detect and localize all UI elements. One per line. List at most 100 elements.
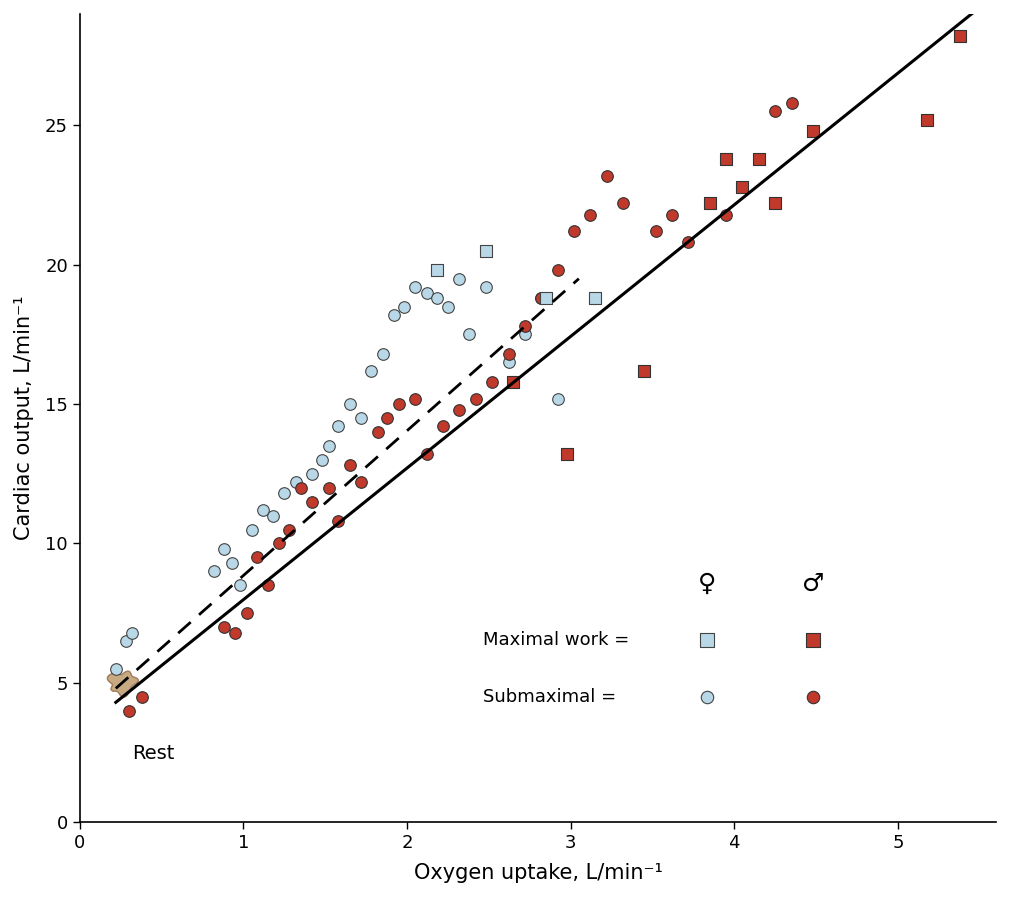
Text: Submaximal =: Submaximal =: [483, 688, 616, 706]
Point: [768, 104, 784, 118]
Point: [451, 272, 468, 286]
Point: [255, 503, 271, 518]
Point: [108, 662, 124, 676]
Point: [734, 179, 750, 194]
Point: [478, 280, 494, 294]
Point: [549, 263, 566, 277]
Point: [428, 263, 444, 277]
Point: [647, 224, 664, 239]
Point: [216, 620, 232, 634]
Point: [227, 625, 243, 640]
Point: [341, 458, 358, 473]
Point: [341, 397, 358, 412]
Point: [734, 179, 750, 194]
Text: ♂: ♂: [802, 571, 824, 596]
Point: [500, 355, 516, 370]
Point: [243, 522, 260, 536]
Polygon shape: [107, 671, 138, 697]
Point: [538, 291, 554, 305]
Point: [636, 363, 652, 378]
Text: Maximal work =: Maximal work =: [483, 631, 629, 649]
Point: [248, 550, 265, 564]
Point: [517, 327, 533, 342]
Point: [375, 347, 391, 361]
Point: [304, 494, 320, 509]
Point: [784, 96, 800, 110]
Point: [919, 113, 935, 127]
Point: [805, 124, 821, 138]
Text: Rest: Rest: [132, 745, 175, 763]
Point: [272, 536, 288, 551]
Point: [407, 391, 423, 405]
Point: [391, 397, 407, 412]
Point: [216, 542, 232, 556]
Point: [330, 514, 346, 528]
Point: [750, 152, 767, 166]
Point: [304, 466, 320, 481]
Point: [238, 606, 255, 621]
Point: [615, 196, 631, 211]
Text: ♀: ♀: [698, 571, 717, 596]
Point: [203, 811, 219, 825]
Point: [484, 375, 500, 389]
Point: [363, 363, 379, 378]
Point: [320, 481, 336, 495]
Point: [293, 481, 309, 495]
Point: [330, 419, 346, 433]
Point: [549, 391, 566, 405]
Point: [396, 300, 412, 314]
Point: [314, 453, 330, 467]
Point: [203, 809, 219, 823]
Point: [418, 447, 434, 461]
Point: [418, 285, 434, 300]
Point: [224, 556, 240, 570]
Point: [407, 280, 423, 294]
Point: [121, 703, 137, 718]
Point: [370, 425, 386, 440]
Y-axis label: Cardiac output, L/min⁻¹: Cardiac output, L/min⁻¹: [14, 296, 34, 540]
Point: [428, 291, 444, 305]
Point: [500, 347, 516, 361]
Point: [288, 475, 304, 490]
Point: [435, 419, 451, 433]
Point: [260, 578, 276, 592]
Point: [462, 327, 478, 342]
Point: [768, 196, 784, 211]
Point: [184, 811, 200, 825]
Point: [440, 300, 457, 314]
X-axis label: Oxygen uptake, L/min⁻¹: Oxygen uptake, L/min⁻¹: [413, 863, 663, 884]
Point: [184, 809, 200, 823]
Point: [505, 375, 521, 389]
Point: [718, 207, 734, 222]
Point: [232, 578, 248, 592]
Point: [566, 224, 582, 239]
Point: [587, 291, 603, 305]
Point: [533, 291, 549, 305]
Point: [451, 403, 468, 417]
Point: [265, 509, 281, 523]
Point: [560, 447, 576, 461]
Point: [124, 625, 140, 640]
Point: [582, 207, 598, 222]
Point: [517, 319, 533, 334]
Point: [320, 439, 336, 453]
Point: [134, 690, 150, 704]
Point: [702, 196, 718, 211]
Point: [117, 634, 133, 649]
Point: [681, 235, 697, 249]
Point: [386, 308, 402, 322]
Point: [533, 291, 549, 305]
Point: [952, 29, 969, 43]
Point: [664, 207, 680, 222]
Point: [599, 169, 615, 183]
Point: [281, 522, 297, 536]
Point: [277, 486, 293, 501]
Point: [468, 391, 484, 405]
Point: [380, 411, 396, 425]
Point: [718, 152, 734, 166]
Point: [750, 152, 767, 166]
Point: [478, 244, 494, 258]
Point: [354, 475, 370, 490]
Point: [354, 411, 370, 425]
Point: [206, 564, 222, 579]
